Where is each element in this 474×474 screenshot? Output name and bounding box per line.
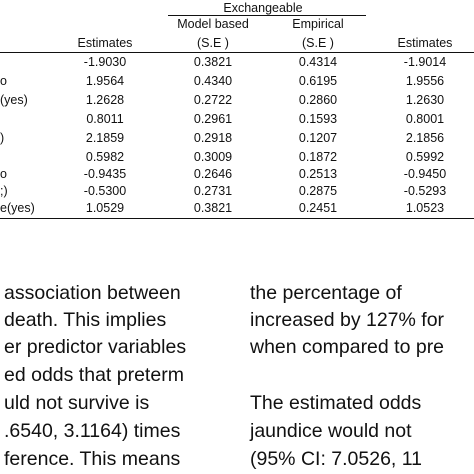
cell: 0.5992 [405, 150, 445, 164]
header-estimates-2: Estimates [397, 36, 453, 50]
cell: 0.2722 [193, 93, 233, 107]
subheader-empirical: Empirical [292, 17, 344, 31]
cell: 0.2451 [298, 201, 338, 215]
row-label: o [0, 167, 7, 181]
header-se-empirical: (S.E ) [302, 36, 334, 50]
cell: 0.2513 [298, 167, 338, 181]
row-label: (yes) [0, 93, 28, 107]
cell: 0.1593 [298, 112, 338, 126]
cell: -0.9450 [403, 167, 447, 181]
text-line: jaundice would not [250, 420, 412, 442]
cell: 0.3821 [193, 201, 233, 215]
cell: 0.8001 [405, 112, 445, 126]
bottom-rule [0, 218, 474, 219]
cell: 1.2628 [85, 93, 125, 107]
text-line: ed odds that preterm [4, 364, 184, 386]
cell: 1.0523 [405, 201, 445, 215]
cell: 0.2961 [193, 112, 233, 126]
cell: 0.1207 [298, 131, 338, 145]
cell: 1.0529 [85, 201, 125, 215]
cell: -0.5293 [403, 184, 447, 198]
cell: 0.1872 [298, 150, 338, 164]
cell: 0.2918 [193, 131, 233, 145]
cell: 1.2630 [405, 93, 445, 107]
text-line: association between [4, 282, 181, 304]
header-se-model: (S.E ) [197, 36, 229, 50]
cell: 0.6195 [298, 74, 338, 88]
header-estimates-1: Estimates [77, 36, 133, 50]
row-label: o [0, 74, 7, 88]
text-line: The estimated odds [250, 392, 422, 414]
text-line: (95% CI: 7.0526, 11 [250, 448, 422, 470]
cell: -0.5300 [83, 184, 127, 198]
cell: 0.3821 [193, 55, 233, 69]
cell: 0.2860 [298, 93, 338, 107]
text-line: uld not survive is [4, 392, 150, 414]
group-underline [168, 15, 366, 16]
cell: -1.9030 [83, 55, 127, 69]
regression-table: Exchangeable Model based Empirical Estim… [0, 0, 474, 222]
text-line: .6540, 3.1164) times [4, 420, 181, 442]
cell: 0.2731 [193, 184, 233, 198]
row-label: ;) [0, 184, 8, 198]
cell: 1.9556 [405, 74, 445, 88]
row-label: ) [0, 131, 5, 145]
text-line: when compared to pre [250, 336, 445, 358]
cell: 0.8011 [86, 112, 124, 126]
cell: -1.9014 [403, 55, 447, 69]
cell: 0.4314 [298, 55, 338, 69]
cell: 1.9564 [85, 74, 125, 88]
cell: -0.9435 [83, 167, 127, 181]
cell: 0.4340 [193, 74, 233, 88]
subheader-model-based: Model based [177, 17, 249, 31]
cell: 2.1859 [85, 131, 125, 145]
cell: 0.2646 [193, 167, 233, 181]
text-line: death. This implies [4, 309, 167, 331]
cell: 0.5982 [85, 150, 125, 164]
cell: 2.1856 [405, 131, 445, 145]
cell: 0.3009 [193, 150, 233, 164]
text-line: er predictor variables [4, 336, 187, 358]
header-rule [0, 52, 474, 53]
row-label: e(yes) [0, 201, 35, 215]
group-header: Exchangeable [223, 1, 303, 15]
text-line: increased by 127% for [250, 309, 445, 331]
text-line: ference. This means [4, 448, 181, 470]
cell: 0.2875 [298, 184, 338, 198]
text-line: the percentage of [250, 282, 402, 304]
